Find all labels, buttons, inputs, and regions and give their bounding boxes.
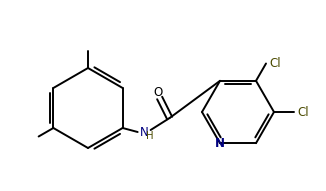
Text: O: O bbox=[153, 86, 162, 99]
Text: H: H bbox=[146, 131, 154, 141]
Text: Cl: Cl bbox=[269, 57, 281, 70]
Text: N: N bbox=[140, 125, 149, 138]
Text: Cl: Cl bbox=[297, 105, 309, 118]
Text: N: N bbox=[215, 137, 225, 150]
